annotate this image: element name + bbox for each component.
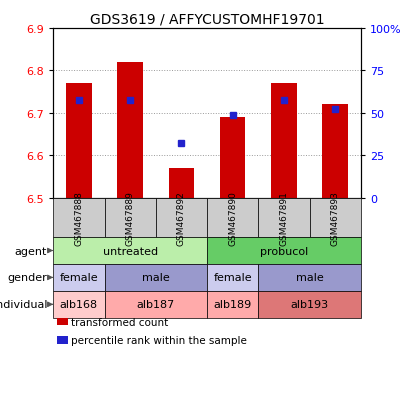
Text: probucol: probucol xyxy=(259,246,307,256)
Text: GSM467891: GSM467891 xyxy=(279,190,288,245)
Text: GSM467890: GSM467890 xyxy=(228,190,236,245)
Bar xyxy=(66,84,92,198)
Bar xyxy=(117,63,143,198)
Text: alb187: alb187 xyxy=(136,299,175,310)
Bar xyxy=(219,118,245,198)
Text: female: female xyxy=(59,273,98,283)
Text: alb189: alb189 xyxy=(213,299,251,310)
Text: GSM467893: GSM467893 xyxy=(330,190,339,245)
Text: GSM467892: GSM467892 xyxy=(177,190,185,245)
Bar xyxy=(270,84,296,198)
Text: alb168: alb168 xyxy=(60,299,98,310)
Text: individual: individual xyxy=(0,299,47,310)
Text: alb193: alb193 xyxy=(290,299,328,310)
Text: agent: agent xyxy=(15,246,47,256)
Text: untreated: untreated xyxy=(102,246,157,256)
Bar xyxy=(321,105,347,198)
Text: percentile rank within the sample: percentile rank within the sample xyxy=(70,335,246,345)
Text: gender: gender xyxy=(7,273,47,283)
Text: GSM467889: GSM467889 xyxy=(126,190,134,245)
Title: GDS3619 / AFFYCUSTOMHF19701: GDS3619 / AFFYCUSTOMHF19701 xyxy=(90,12,324,26)
Bar xyxy=(168,169,194,198)
Text: GSM467888: GSM467888 xyxy=(74,190,83,245)
Text: male: male xyxy=(295,273,323,283)
Text: transformed count: transformed count xyxy=(70,317,167,327)
Text: female: female xyxy=(213,273,252,283)
Text: male: male xyxy=(142,273,169,283)
